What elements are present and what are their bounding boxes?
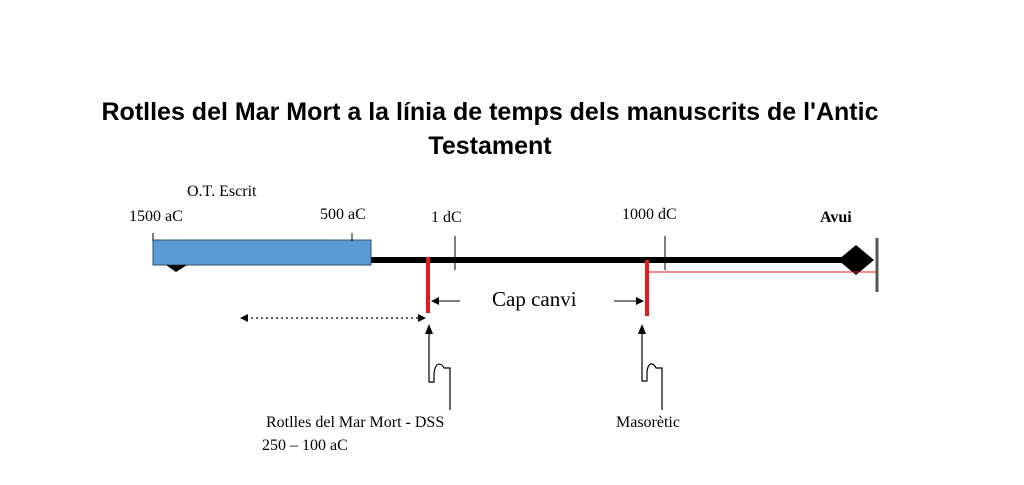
today-diamond-marker	[838, 245, 874, 275]
label-500-bc: 500 aC	[320, 206, 366, 223]
diagram-title: Rotlles del Mar Mort a la línia de temps…	[101, 98, 879, 160]
dss-callout-arrowhead	[425, 324, 433, 334]
label-1000-ad: 1000 dC	[622, 206, 677, 223]
label-1-ad: 1 dC	[431, 209, 462, 226]
ot-written-label: O.T. Escrit	[187, 183, 257, 200]
ot-bar-pointer	[166, 265, 187, 272]
ot-written-bar	[152, 239, 372, 266]
dss-dates-label: 250 – 100 aC	[262, 437, 348, 454]
label-1500-bc: 1500 aC	[129, 208, 183, 225]
dss-callout-line	[428, 330, 451, 410]
masoretic-callout-arrowhead	[638, 324, 646, 334]
masoretic-callout-line	[641, 330, 663, 410]
dss-label: Rotlles del Mar Mort - DSS	[266, 414, 445, 431]
label-today: Avui	[820, 209, 852, 226]
no-change-label: Cap canvi	[492, 287, 577, 311]
masoretic-label: Masorètic	[616, 414, 680, 431]
